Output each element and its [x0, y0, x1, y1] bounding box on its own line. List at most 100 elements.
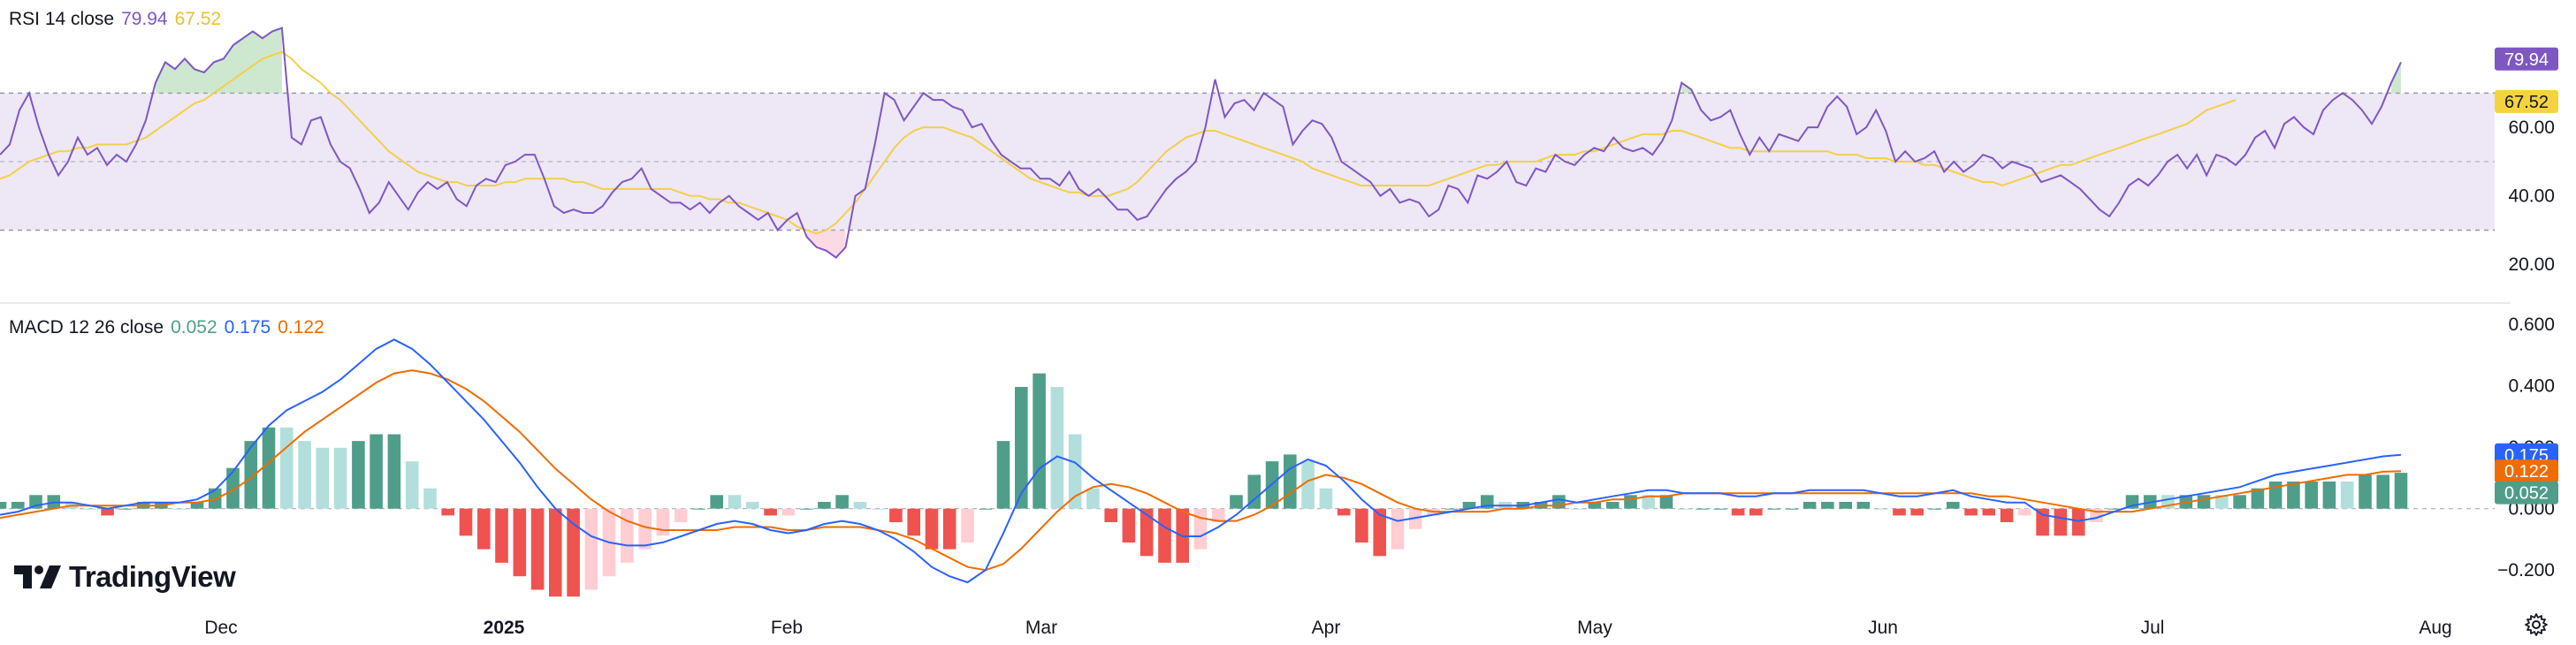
macd-histogram-bar [1588, 502, 1602, 509]
macd-histogram-bar [2215, 495, 2229, 509]
macd-histogram-bar [2305, 482, 2318, 509]
signal-value-badge: 0.122 [2495, 459, 2558, 483]
macd-histogram-bar [101, 508, 114, 516]
rsi-ma-badge-bg [2495, 89, 2558, 113]
macd-histogram-bar [961, 508, 974, 543]
macd-histogram-bar [244, 441, 258, 509]
macd-histogram-bar [584, 508, 598, 590]
x-axis-tick: Aug [2419, 618, 2451, 638]
macd-label: MACD 12 26 close [9, 317, 164, 338]
macd-histogram-bar [907, 508, 920, 536]
macd-histogram-bar [316, 447, 330, 509]
rsi-legend: RSI 14 close 79.94 67.52 [9, 9, 228, 30]
histogram-value-badge: 0.052 [2495, 481, 2558, 505]
signal-value-badge-bg [2495, 459, 2558, 483]
macd-histogram-bar [1839, 502, 1852, 509]
rsi-ma-line [0, 50, 2237, 235]
macd-histogram-bar [1947, 502, 1960, 509]
histogram-value-badge-text: 0.052 [2504, 484, 2549, 504]
macd-histogram-bar [1874, 508, 1888, 510]
rsi-value-badge: 79.94 [2495, 47, 2558, 71]
macd-pane [0, 338, 2495, 597]
macd-histogram-bar [405, 461, 419, 509]
rsi-pane [0, 27, 2495, 259]
macd-histogram-bar [1642, 495, 1655, 509]
macd-histogram-bar [1552, 495, 1566, 509]
macd-histogram-bar [1444, 508, 1459, 510]
macd-histogram-bar [1193, 508, 1208, 550]
macd-histogram-bar [1982, 508, 1996, 516]
macd-histogram-bar [1767, 508, 1780, 510]
macd-histogram-bar [1928, 508, 1942, 510]
tv-logo-icon [14, 565, 61, 588]
macd-histogram-bar [2107, 508, 2121, 510]
macd-histogram-bar [2233, 495, 2246, 509]
rsi-axis-tick: 20.00 [2508, 254, 2555, 275]
macd-histogram-bar [1696, 508, 1709, 510]
macd-histogram-bar [1050, 386, 1064, 509]
macd-histogram-bar [118, 508, 133, 510]
macd-histogram-bar [1856, 502, 1871, 509]
macd-histogram-bar [781, 508, 796, 516]
macd-histogram-bar [925, 508, 939, 550]
macd-histogram-bar [1910, 508, 1924, 516]
macd-histogram-bar [2340, 482, 2354, 509]
macd-histogram-bar [746, 502, 759, 509]
macd-signal-value: 0.122 [278, 317, 324, 338]
macd-histogram-bar [459, 508, 473, 536]
macd-histogram-bar [1337, 508, 1351, 516]
macd-value: 0.175 [224, 317, 271, 338]
rsi-label: RSI 14 close [9, 9, 115, 29]
macd-histogram-bar [1749, 508, 1763, 516]
macd-histogram-bar [2394, 473, 2408, 509]
signal-line [0, 369, 2402, 572]
macd-axis-tick: 0.400 [2508, 376, 2555, 397]
macd-histogram-bar [1893, 508, 1906, 516]
macd-histogram-bar [1731, 508, 1745, 516]
macd-histogram-bar [423, 488, 437, 509]
x-axis-tick: Jun [1868, 618, 1898, 638]
macd-histogram-bar [1086, 488, 1100, 509]
macd-histogram-bar [2322, 482, 2336, 509]
rsi-ma-badge-text: 67.52 [2504, 93, 2549, 112]
macd-histogram-bar [871, 508, 885, 510]
x-axis-tick: Jul [2141, 618, 2165, 638]
macd-histogram-bar [387, 434, 401, 509]
macd-histogram-bar [996, 441, 1010, 509]
macd-histogram-bar [1624, 495, 1637, 509]
macd-line [0, 338, 2402, 584]
macd-histogram-bar [262, 427, 276, 509]
macd-histogram-bar [1015, 386, 1028, 509]
macd-histogram-bar [0, 502, 7, 509]
macd-histogram-bar [1802, 502, 1817, 509]
macd-histogram-bar [2054, 508, 2068, 536]
rsi-axis-tick: 40.00 [2508, 186, 2555, 207]
macd-histogram-bar [1139, 508, 1154, 557]
x-axis-tick: Feb [771, 618, 803, 638]
macd-histogram-bar [298, 441, 311, 509]
macd-histogram-bar [1230, 495, 1243, 509]
macd-histogram-bar [1964, 508, 1978, 516]
rsi-value: 79.94 [121, 9, 168, 29]
rsi-oversold-fill [806, 230, 846, 258]
macd-histogram-bar [477, 508, 491, 550]
macd-histogram-bar [1785, 508, 1799, 510]
macd-histogram-bar [280, 427, 293, 509]
tradingview-logo[interactable]: TradingView [14, 560, 236, 594]
macd-hist-value: 0.052 [171, 317, 217, 338]
macd-histogram-bar [1462, 502, 1476, 509]
macd-histogram-bar [638, 508, 652, 550]
macd-histogram-bar [889, 508, 903, 522]
macd-histogram-bar [530, 508, 545, 590]
macd-histogram-bar [674, 508, 688, 522]
macd-histogram-bar [2071, 508, 2085, 536]
macd-histogram-bar [567, 508, 580, 597]
macd-histogram-bar [441, 508, 454, 516]
macd-histogram-bar [513, 508, 527, 577]
rsi-ma-badge: 67.52 [2495, 89, 2558, 113]
x-axis-tick: Mar [1025, 618, 1057, 638]
macd-histogram-bar [1713, 508, 1727, 510]
settings-gear-icon[interactable] [2523, 611, 2549, 638]
macd-histogram-bar [83, 508, 96, 510]
